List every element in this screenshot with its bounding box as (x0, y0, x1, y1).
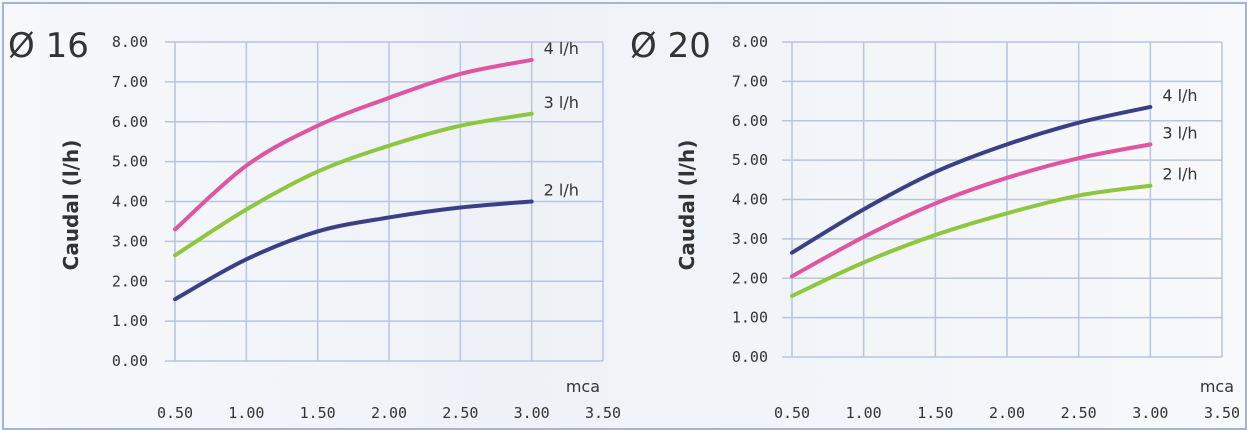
x-tick-label: 1.50 (300, 404, 336, 422)
x-tick-label: 1.50 (917, 404, 953, 422)
y-tick-label: 1.00 (732, 309, 768, 327)
y-axis-label: Caudal (l/h) (59, 140, 83, 271)
y-tick-label: 0.00 (732, 348, 768, 366)
chart-diameter-16: Ø 16 Caudal (l/h) mca 0.00 1.00 2.00 3.00 4.… (8, 26, 621, 422)
y-tick-label: 8.00 (732, 33, 768, 51)
y-tick-label: 4.00 (732, 191, 768, 209)
series-label: 2 l/h (1162, 165, 1197, 184)
y-tick-label: 5.00 (732, 151, 768, 169)
x-tick-label: 2.00 (371, 404, 407, 422)
y-tick-label: 4.00 (112, 193, 148, 211)
x-tick-label: 3.50 (585, 404, 621, 422)
series-line (173, 111, 534, 258)
series-line (173, 57, 534, 232)
x-tick-label: 0.50 (774, 404, 810, 422)
x-tick-label: 2.50 (1061, 404, 1097, 422)
y-tick-label: 7.00 (112, 73, 148, 91)
x-tick-label: 1.00 (846, 404, 882, 422)
chart-title: Ø 16 (8, 26, 89, 66)
series-label: 4 l/h (1162, 86, 1197, 105)
series-line (173, 199, 534, 302)
y-tick-label: 5.00 (112, 153, 148, 171)
y-tick-label: 6.00 (732, 112, 768, 130)
y-tick-label: 8.00 (112, 33, 148, 51)
y-tick-label: 6.00 (112, 113, 148, 131)
series-line (790, 142, 1153, 279)
series-line (790, 104, 1153, 255)
series-line (790, 183, 1153, 298)
x-tick-label: 2.00 (989, 404, 1025, 422)
chart-diameter-20: Ø 20 Caudal (l/h) mca 0.00 1.00 2.00 3.00 4.… (630, 26, 1240, 422)
y-tick-label: 3.00 (112, 232, 148, 250)
gridlines (165, 41, 604, 362)
x-tick-label: 3.00 (1132, 404, 1168, 422)
y-tick-label: 1.00 (112, 312, 148, 330)
y-axis-label: Caudal (l/h) (675, 140, 699, 271)
y-tick-label: 7.00 (732, 72, 768, 90)
x-tick-label: 1.00 (228, 404, 264, 422)
x-axis-unit: mca (1200, 377, 1234, 396)
series-label: 4 l/h (544, 39, 579, 58)
series-label: 3 l/h (544, 93, 579, 112)
series-label: 3 l/h (1162, 123, 1197, 142)
y-tick-label: 2.00 (732, 269, 768, 287)
x-tick-label: 3.00 (514, 404, 550, 422)
chart-title: Ø 20 (630, 26, 711, 66)
x-axis-unit: mca (566, 377, 600, 396)
x-tick-label: 3.50 (1204, 404, 1240, 422)
y-tick-label: 0.00 (112, 352, 148, 370)
x-tick-label: 2.50 (442, 404, 478, 422)
y-tick-label: 2.00 (112, 272, 148, 290)
gridlines (782, 41, 1223, 358)
series-label: 2 l/h (544, 181, 579, 200)
y-tick-label: 3.00 (732, 230, 768, 248)
x-tick-label: 0.50 (157, 404, 193, 422)
